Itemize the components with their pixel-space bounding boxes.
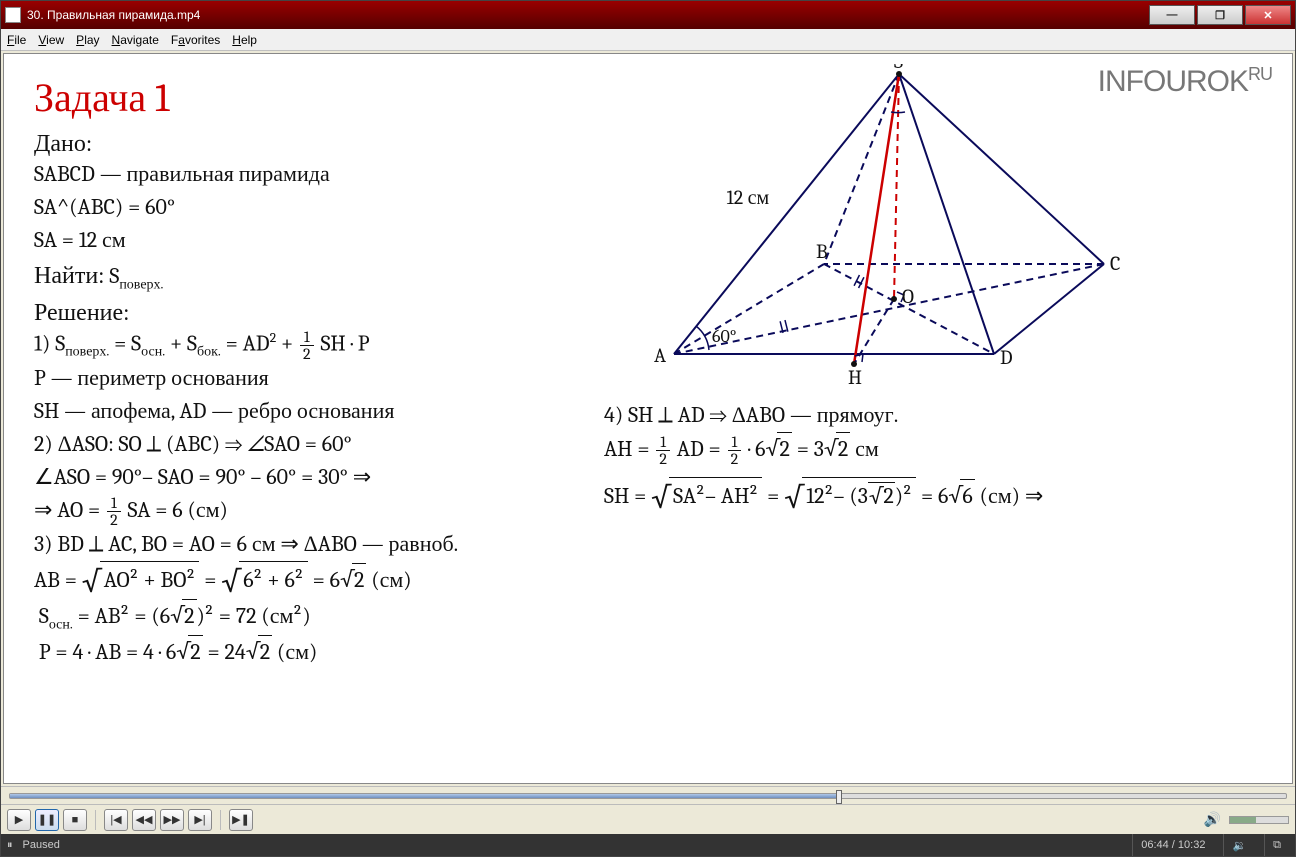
seek-thumb[interactable] xyxy=(836,790,842,804)
solution-line-1: 1) Sповерх. = Sосн. + Sбок. = AD2 + 12 S… xyxy=(34,327,594,362)
svg-text:B: B xyxy=(816,240,828,263)
step-button[interactable]: ▶❚ xyxy=(229,809,253,831)
solution-line-10: P = 4 · AB = 4 · 62 = 242 (см) xyxy=(34,635,594,669)
menu-view[interactable]: View xyxy=(38,33,64,47)
extra-icon[interactable]: ⧉ xyxy=(1264,834,1289,856)
audio-icon[interactable]: 🔉 xyxy=(1223,834,1254,856)
next-button[interactable]: ▶| xyxy=(188,809,212,831)
svg-text:A: A xyxy=(654,344,666,367)
task-title: Задача 1 xyxy=(34,74,594,121)
volume-fill xyxy=(1230,817,1256,823)
solution-line-8: AB = AO² + BO² = 6² + 6² = 62 (см) xyxy=(34,561,594,599)
svg-text:D: D xyxy=(1000,346,1013,369)
solution-line-r3: SH = SA²– AH² = 12²– (3√2)² = 66 (см) ⇒ xyxy=(604,477,1284,515)
solution-label: Решение: xyxy=(34,298,594,327)
svg-text:O: O xyxy=(902,285,914,308)
solution-line-r2: AH = 12 AD = 12 · 62 = 32 см xyxy=(604,432,1284,467)
given-label: Дано: xyxy=(34,129,594,158)
minimize-button[interactable]: — xyxy=(1149,5,1195,25)
seek-progress xyxy=(10,794,839,798)
solution-line-3: SH — апофема, AD — ребро основания xyxy=(34,395,594,428)
menubar: File View Play Navigate Favorites Help xyxy=(1,29,1295,51)
menu-navigate[interactable]: Navigate xyxy=(112,33,159,47)
app-window: 30. Правильная пирамида.mp4 — ❐ ✕ File V… xyxy=(0,0,1296,857)
svg-text:C: C xyxy=(1110,252,1120,275)
status-icon: ⏸ xyxy=(7,839,13,852)
solution-line-r1: 4) SH ⟂ AD ⇒ ΔABO — прямоуг. xyxy=(604,399,1284,432)
solution-line-5: ∠ASO = 90°– SAO = 90° – 60° = 30° ⇒ xyxy=(34,461,594,494)
svg-text:60°: 60° xyxy=(712,326,737,347)
math-content: Задача 1 Дано: SABCD — правильная пирами… xyxy=(34,74,1262,773)
seekbar-container xyxy=(1,786,1295,804)
find-line: Найти: Sповерх. xyxy=(34,257,594,294)
solution-line-9: Sосн. = AB² = (62)² = 72 (см²) xyxy=(34,599,594,634)
menu-file[interactable]: File xyxy=(7,33,26,47)
prev-button[interactable]: |◀ xyxy=(104,809,128,831)
menu-favorites[interactable]: Favorites xyxy=(171,33,220,47)
separator xyxy=(95,810,96,830)
given-line-3: SA = 12 см xyxy=(34,224,594,257)
window-title: 30. Правильная пирамида.mp4 xyxy=(27,8,1149,22)
solution-line-2: P — периметр основания xyxy=(34,362,594,395)
svg-text:H: H xyxy=(848,366,862,389)
given-line-2: SA^(ABC) = 60° xyxy=(34,191,594,224)
forward-button[interactable]: ▶▶ xyxy=(160,809,184,831)
rewind-button[interactable]: ◀◀ xyxy=(132,809,156,831)
menu-play[interactable]: Play xyxy=(76,33,99,47)
stop-button[interactable]: ■ xyxy=(63,809,87,831)
menu-help[interactable]: Help xyxy=(232,33,257,47)
given-line-1: SABCD — правильная пирамида xyxy=(34,158,594,191)
solution-line-7: 3) BD ⟂ AC, BO = AO = 6 см ⇒ ΔABO — равн… xyxy=(34,528,594,561)
content-area: INFOUROKRU Задача 1 Дано: SABCD — правил… xyxy=(3,53,1293,784)
pyramid-diagram: SABCDOH12 см60° xyxy=(634,64,1154,394)
titlebar[interactable]: 30. Правильная пирамида.mp4 — ❐ ✕ xyxy=(1,1,1295,29)
video-frame[interactable]: INFOUROKRU Задача 1 Дано: SABCD — правил… xyxy=(4,54,1292,783)
speaker-icon[interactable]: 🔊 xyxy=(1204,811,1221,828)
close-button[interactable]: ✕ xyxy=(1245,5,1291,25)
seekbar[interactable] xyxy=(9,793,1287,799)
app-icon xyxy=(5,7,21,23)
status-text: Paused xyxy=(23,839,60,851)
time-display: 06:44 / 10:32 xyxy=(1132,834,1213,856)
separator xyxy=(220,810,221,830)
svg-text:12 см: 12 см xyxy=(727,186,770,209)
playback-controls: ▶ ❚❚ ■ |◀ ◀◀ ▶▶ ▶| ▶❚ 🔊 xyxy=(1,804,1295,834)
window-buttons: — ❐ ✕ xyxy=(1149,5,1291,25)
play-button[interactable]: ▶ xyxy=(7,809,31,831)
solution-line-6: ⇒ AO = 12 SA = 6 (см) xyxy=(34,494,594,528)
solution-line-4: 2) ΔASO: SO ⟂ (ABC) ⇒ ∠SAO = 60° xyxy=(34,428,594,461)
volume-slider[interactable] xyxy=(1229,816,1289,824)
pause-button[interactable]: ❚❚ xyxy=(35,809,59,831)
statusbar: ⏸ Paused 06:44 / 10:32 🔉 ⧉ xyxy=(1,834,1295,856)
maximize-button[interactable]: ❐ xyxy=(1197,5,1243,25)
